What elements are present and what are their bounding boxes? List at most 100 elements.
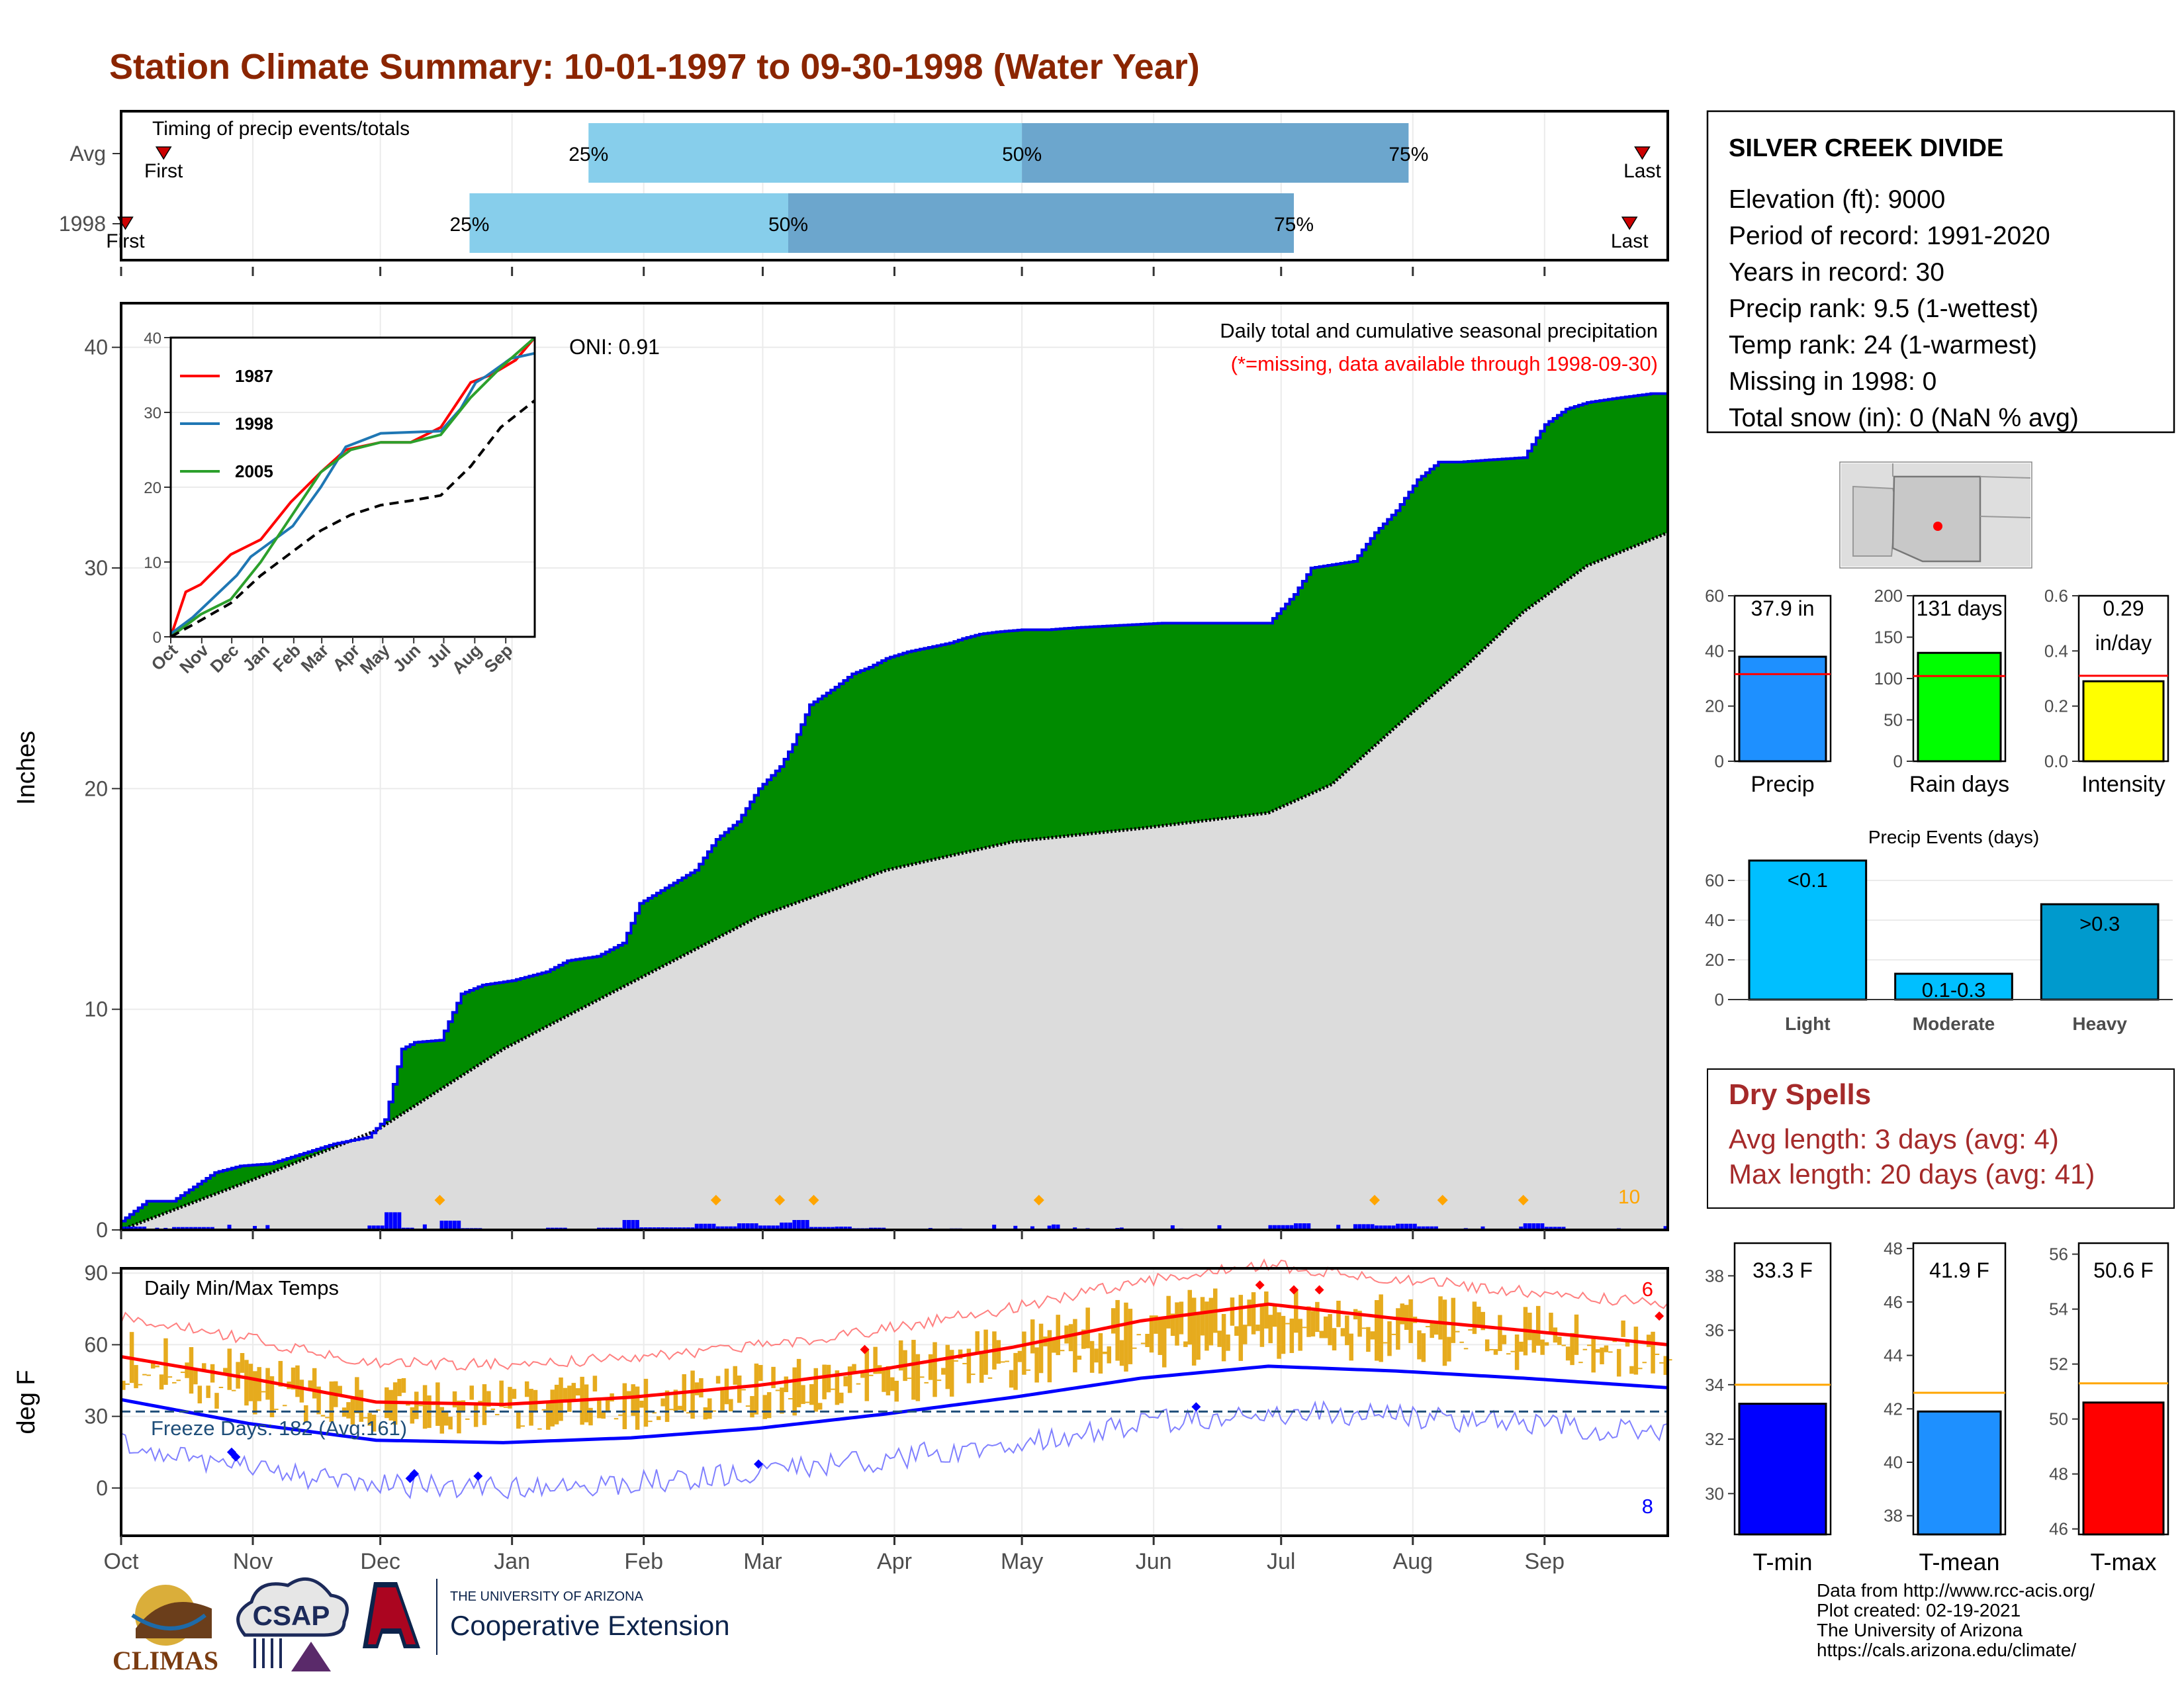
daily-precip-bar	[138, 1227, 142, 1230]
daily-temp-bar	[1578, 1362, 1583, 1364]
record-low-marker	[231, 1452, 241, 1462]
csap-logo-text: CSAP	[253, 1600, 330, 1631]
daily-temp-bar	[469, 1385, 474, 1400]
daily-precip-bar	[1289, 1225, 1294, 1230]
mini-y-tick: 200	[1874, 586, 1903, 606]
y-tick-label: 60	[84, 1333, 108, 1356]
footer-line: https://cals.arizona.edu/climate/	[1817, 1640, 2077, 1660]
event-bar-label: <0.1	[1788, 868, 1828, 892]
mini-category-label: Rain days	[1909, 772, 2009, 797]
daily-temp-bar	[1489, 1348, 1494, 1350]
daily-precip-bar	[1285, 1225, 1290, 1230]
daily-precip-bar	[1408, 1223, 1413, 1230]
station-info-line: Period of record: 1991-2020	[1729, 222, 2050, 250]
daily-temp-bar	[1022, 1331, 1026, 1375]
daily-precip-bar	[265, 1225, 270, 1230]
daily-temp-bar	[1319, 1331, 1324, 1338]
daily-temp-bar	[1264, 1291, 1269, 1329]
daily-temp-bar	[928, 1354, 933, 1380]
daily-precip-bar	[733, 1226, 737, 1230]
daily-temp-bar	[1161, 1317, 1167, 1368]
station-name: SILVER CREEK DIVIDE	[1729, 134, 2003, 162]
daily-precip-bar	[622, 1220, 627, 1230]
daily-temp-bar	[1200, 1297, 1205, 1336]
daily-precip-bar	[201, 1227, 206, 1230]
y-tick-label: 0	[96, 1218, 108, 1242]
daily-temp-bar	[673, 1389, 678, 1411]
daily-temp-bar	[1514, 1334, 1520, 1370]
daily-temp-bar	[563, 1387, 568, 1401]
daily-temp-bar	[1221, 1313, 1226, 1362]
daily-temp-bar	[1544, 1342, 1549, 1346]
daily-temp-bar	[125, 1383, 130, 1385]
month-label: Feb	[624, 1549, 663, 1574]
daily-temp-bar	[1013, 1352, 1018, 1390]
daily-precip-bar	[1013, 1225, 1018, 1230]
daily-temp-bar	[1310, 1311, 1316, 1337]
daily-temp-bar	[304, 1405, 308, 1423]
daily-temp-bar	[1001, 1361, 1005, 1363]
last-label: Last	[1623, 160, 1661, 182]
daily-temp-bar	[516, 1411, 521, 1429]
timing-panel: Timing of precip events/totals Avg 25% 50% 7…	[59, 110, 1669, 276]
event-category-label: Heavy	[2072, 1013, 2127, 1034]
daily-precip-bar	[729, 1226, 733, 1230]
daily-temp-bar	[1549, 1313, 1553, 1333]
daily-temp-bar	[1136, 1334, 1141, 1336]
heavy-event-marker	[710, 1195, 721, 1205]
daily-precip-bar	[758, 1225, 763, 1230]
daily-temp-bar	[155, 1365, 159, 1368]
daily-precip-bar	[771, 1225, 776, 1230]
daily-temp-bar	[146, 1374, 152, 1376]
daily-temp-bar	[711, 1410, 716, 1412]
mini-value-label: 37.9 in	[1751, 596, 1814, 620]
daily-temp-bar	[1510, 1350, 1515, 1352]
daily-precip-bar	[1370, 1224, 1375, 1230]
inset-y-tick: 20	[144, 479, 161, 497]
daily-precip-bar	[380, 1225, 385, 1230]
missing-note: (*=missing, data available through 1998-…	[1231, 352, 1658, 375]
timing-label: Timing of precip events/totals	[152, 118, 410, 140]
daily-temp-bar	[1005, 1360, 1009, 1362]
daily-temp-bar	[1502, 1335, 1507, 1344]
mini-y-tick: 0.6	[2044, 586, 2068, 606]
daily-temp-bar	[520, 1425, 525, 1427]
daily-precip-bar	[142, 1227, 147, 1230]
daily-temp-bar	[597, 1399, 602, 1419]
q25-label: 25%	[569, 144, 608, 165]
record-low-count: 8	[1642, 1495, 1653, 1518]
temp-bar-y-tick: 46	[2049, 1519, 2068, 1539]
mini-y-tick: 20	[1705, 696, 1724, 716]
daily-precip-bar	[1047, 1225, 1052, 1230]
daily-temp-bar	[490, 1408, 496, 1411]
mini-y-tick: 50	[1884, 710, 1903, 730]
event-bar	[2040, 903, 2160, 1001]
temp-value-bar	[2082, 1401, 2165, 1536]
daily-temp-bar	[707, 1398, 712, 1419]
record-low-marker	[473, 1471, 483, 1481]
q50-label: 50%	[768, 214, 808, 236]
events-y-tick: 40	[1705, 910, 1724, 930]
record-max-line	[120, 1258, 1668, 1371]
heavy-event-marker	[1437, 1195, 1448, 1205]
daily-precip-bar	[813, 1227, 818, 1230]
mini-y-tick: 0	[1893, 751, 1903, 771]
daily-temp-bar	[367, 1413, 372, 1426]
daily-temp-bar	[788, 1398, 793, 1400]
daily-temp-bar	[1298, 1319, 1302, 1351]
daily-temp-bar	[1128, 1309, 1133, 1364]
daily-temp-bar	[1268, 1315, 1273, 1344]
month-label: Aug	[1393, 1549, 1433, 1574]
arizona-shape	[1891, 475, 1981, 563]
daily-temp-bar	[784, 1376, 789, 1393]
daily-precip-bar	[206, 1227, 210, 1230]
daily-temp-bar	[1625, 1341, 1630, 1347]
event-bar-label: >0.3	[2079, 912, 2120, 935]
daily-precip-bar	[176, 1227, 181, 1230]
daily-precip-bar	[1540, 1223, 1545, 1230]
temp-category-label: T-max	[2090, 1548, 2156, 1575]
heavy-event-marker	[808, 1195, 819, 1205]
daily-precip-bar	[826, 1227, 831, 1230]
daily-temp-bar	[1668, 1359, 1672, 1361]
daily-temp-bar	[1140, 1342, 1146, 1344]
